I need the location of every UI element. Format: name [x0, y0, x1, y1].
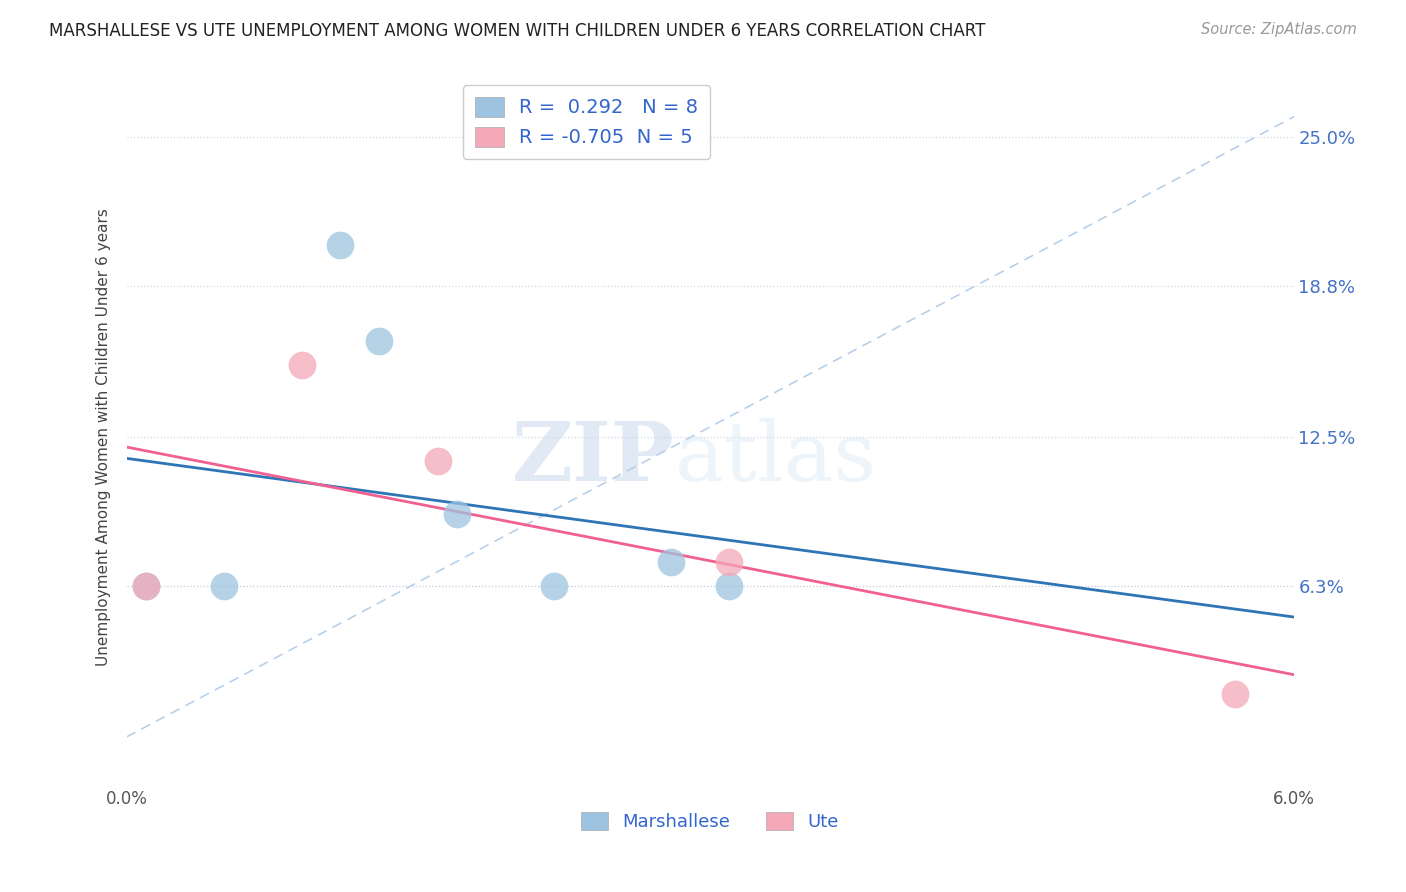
- Point: [290, 358, 312, 372]
- Point: [543, 579, 565, 593]
- Point: [659, 555, 682, 569]
- Text: MARSHALLESE VS UTE UNEMPLOYMENT AMONG WOMEN WITH CHILDREN UNDER 6 YEARS CORRELAT: MARSHALLESE VS UTE UNEMPLOYMENT AMONG WO…: [49, 22, 986, 40]
- Text: atlas: atlas: [675, 418, 877, 498]
- Text: Source: ZipAtlas.com: Source: ZipAtlas.com: [1201, 22, 1357, 37]
- Point: [135, 579, 157, 593]
- Point: [446, 507, 468, 521]
- Point: [212, 579, 235, 593]
- Text: ZIP: ZIP: [512, 418, 675, 498]
- Legend: Marshallese, Ute: Marshallese, Ute: [574, 805, 846, 838]
- Point: [135, 579, 157, 593]
- Y-axis label: Unemployment Among Women with Children Under 6 years: Unemployment Among Women with Children U…: [96, 208, 111, 666]
- Point: [329, 238, 352, 252]
- Point: [426, 454, 449, 468]
- Point: [368, 334, 391, 348]
- Point: [718, 579, 741, 593]
- Point: [718, 555, 741, 569]
- Point: [1223, 687, 1247, 701]
